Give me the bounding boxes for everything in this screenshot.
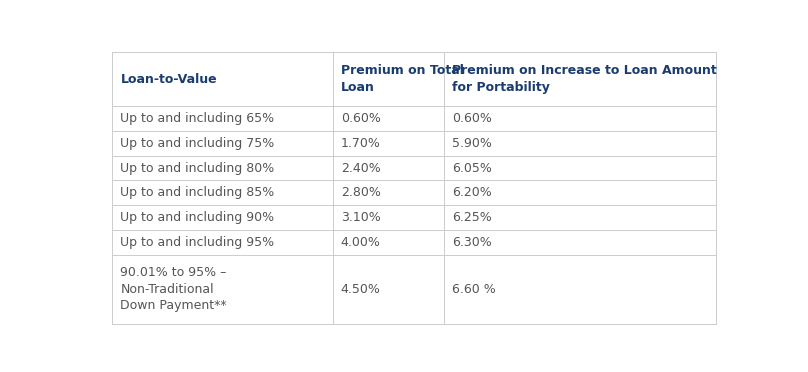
Text: 6.25%: 6.25% <box>452 211 492 224</box>
Text: Premium on Increase to Loan Amount
for Portability: Premium on Increase to Loan Amount for P… <box>452 64 718 94</box>
Text: Up to and including 85%: Up to and including 85% <box>120 186 275 199</box>
Text: 2.80%: 2.80% <box>341 186 381 199</box>
Text: 6.30%: 6.30% <box>452 236 492 249</box>
Text: 1.70%: 1.70% <box>341 137 381 150</box>
Text: Up to and including 95%: Up to and including 95% <box>120 236 275 249</box>
Text: 5.90%: 5.90% <box>452 137 492 150</box>
Text: Up to and including 65%: Up to and including 65% <box>120 112 275 125</box>
Text: 2.40%: 2.40% <box>341 161 381 174</box>
Text: Premium on Total
Loan: Premium on Total Loan <box>341 64 464 94</box>
Text: 6.05%: 6.05% <box>452 161 492 174</box>
Text: 0.60%: 0.60% <box>341 112 381 125</box>
Text: 4.00%: 4.00% <box>341 236 381 249</box>
Text: Up to and including 75%: Up to and including 75% <box>120 137 275 150</box>
Text: 4.50%: 4.50% <box>341 283 381 296</box>
Text: 0.60%: 0.60% <box>452 112 492 125</box>
Text: 6.20%: 6.20% <box>452 186 492 199</box>
Text: Up to and including 90%: Up to and including 90% <box>120 211 275 224</box>
Text: 6.60 %: 6.60 % <box>452 283 496 296</box>
Text: 90.01% to 95% –
Non-Traditional
Down Payment**: 90.01% to 95% – Non-Traditional Down Pay… <box>120 266 227 312</box>
Text: Loan-to-Value: Loan-to-Value <box>120 73 217 86</box>
Text: 3.10%: 3.10% <box>341 211 381 224</box>
Text: Up to and including 80%: Up to and including 80% <box>120 161 275 174</box>
